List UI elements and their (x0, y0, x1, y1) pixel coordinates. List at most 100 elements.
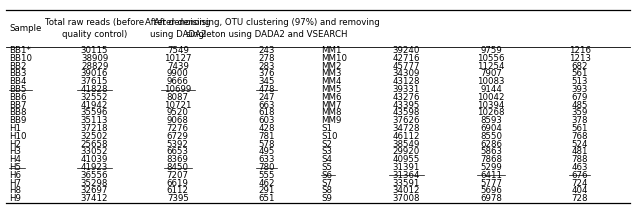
Text: BB4: BB4 (10, 77, 27, 86)
Text: 6286: 6286 (480, 140, 502, 149)
Text: 46112: 46112 (392, 132, 420, 141)
Text: 6904: 6904 (480, 124, 502, 133)
Text: 1216: 1216 (569, 46, 591, 55)
Text: 618: 618 (258, 108, 275, 117)
Text: Total raw reads (before
quality control): Total raw reads (before quality control) (45, 18, 144, 39)
Text: BB10: BB10 (10, 54, 32, 63)
Text: BB6: BB6 (10, 93, 27, 102)
Text: BB7: BB7 (10, 101, 27, 110)
Text: 495: 495 (258, 147, 275, 156)
Text: 463: 463 (572, 163, 588, 172)
Text: MM6: MM6 (321, 93, 342, 102)
Text: 676: 676 (572, 171, 588, 180)
Text: 663: 663 (258, 101, 275, 110)
Text: H5: H5 (10, 163, 22, 172)
Text: 7207: 7207 (167, 171, 189, 180)
Text: 481: 481 (572, 147, 588, 156)
Text: 603: 603 (258, 116, 275, 125)
Text: 781: 781 (258, 132, 275, 141)
Text: 43598: 43598 (392, 108, 420, 117)
Text: S10: S10 (321, 132, 338, 141)
Text: 41828: 41828 (81, 85, 108, 94)
Text: 43128: 43128 (392, 77, 420, 86)
Text: 9068: 9068 (167, 116, 189, 125)
Text: 33052: 33052 (81, 147, 108, 156)
Text: 1213: 1213 (569, 54, 591, 63)
Text: MM8: MM8 (321, 108, 342, 117)
Text: 578: 578 (258, 140, 275, 149)
Text: 10127: 10127 (164, 54, 191, 63)
Text: 6653: 6653 (167, 147, 189, 156)
Text: 35113: 35113 (81, 116, 108, 125)
Text: 6978: 6978 (480, 194, 502, 203)
Text: 7549: 7549 (167, 46, 189, 55)
Text: MM4: MM4 (321, 77, 342, 86)
Text: 10268: 10268 (477, 108, 505, 117)
Text: 247: 247 (258, 93, 275, 102)
Text: 40955: 40955 (392, 155, 420, 164)
Text: 6411: 6411 (480, 171, 502, 180)
Text: S2: S2 (321, 140, 332, 149)
Text: H7: H7 (10, 179, 22, 188)
Text: 10394: 10394 (477, 101, 504, 110)
Text: BB3: BB3 (10, 69, 27, 78)
Text: MM1: MM1 (321, 46, 342, 55)
Text: 10042: 10042 (477, 93, 505, 102)
Text: S3: S3 (321, 147, 332, 156)
Text: 30115: 30115 (81, 46, 108, 55)
Text: 34012: 34012 (392, 187, 420, 195)
Text: 31391: 31391 (392, 163, 420, 172)
Text: H3: H3 (10, 147, 22, 156)
Text: BB9: BB9 (10, 116, 27, 125)
Text: 39016: 39016 (81, 69, 108, 78)
Text: 780: 780 (258, 163, 275, 172)
Text: 478: 478 (258, 85, 275, 94)
Text: 524: 524 (572, 140, 588, 149)
Text: 5392: 5392 (167, 140, 189, 149)
Text: 32697: 32697 (81, 187, 108, 195)
Text: S8: S8 (321, 187, 332, 195)
Text: 8369: 8369 (167, 155, 189, 164)
Text: 283: 283 (258, 62, 275, 71)
Text: 41039: 41039 (81, 155, 108, 164)
Text: 37218: 37218 (81, 124, 108, 133)
Text: 38549: 38549 (392, 140, 420, 149)
Text: 376: 376 (258, 69, 275, 78)
Text: H6: H6 (10, 171, 22, 180)
Text: 31364: 31364 (392, 171, 420, 180)
Text: 682: 682 (572, 62, 588, 71)
Text: 5299: 5299 (480, 163, 502, 172)
Text: 41923: 41923 (81, 163, 108, 172)
Text: H10: H10 (10, 132, 27, 141)
Text: 39240: 39240 (392, 46, 420, 55)
Text: 651: 651 (258, 194, 275, 203)
Text: 41942: 41942 (81, 101, 108, 110)
Text: 728: 728 (572, 194, 588, 203)
Text: 38909: 38909 (81, 54, 108, 63)
Text: 462: 462 (258, 179, 275, 188)
Text: 10556: 10556 (477, 54, 505, 63)
Text: 724: 724 (572, 179, 588, 188)
Text: 6619: 6619 (167, 179, 189, 188)
Text: 513: 513 (572, 77, 588, 86)
Text: 10721: 10721 (164, 101, 191, 110)
Text: 45777: 45777 (392, 62, 420, 71)
Text: 561: 561 (572, 124, 588, 133)
Text: 393: 393 (572, 85, 588, 94)
Text: 43395: 43395 (392, 101, 420, 110)
Text: 7907: 7907 (480, 69, 502, 78)
Text: 9900: 9900 (167, 69, 189, 78)
Text: H4: H4 (10, 155, 22, 164)
Text: 35298: 35298 (81, 179, 108, 188)
Text: 35596: 35596 (81, 108, 108, 117)
Text: 32502: 32502 (81, 132, 108, 141)
Text: 6729: 6729 (167, 132, 189, 141)
Text: S6: S6 (321, 171, 332, 180)
Text: 34728: 34728 (392, 124, 420, 133)
Text: 28829: 28829 (81, 62, 108, 71)
Text: S9: S9 (321, 194, 332, 203)
Text: 679: 679 (572, 93, 588, 102)
Text: 8550: 8550 (480, 132, 502, 141)
Text: 9759: 9759 (480, 46, 502, 55)
Text: 32552: 32552 (81, 93, 108, 102)
